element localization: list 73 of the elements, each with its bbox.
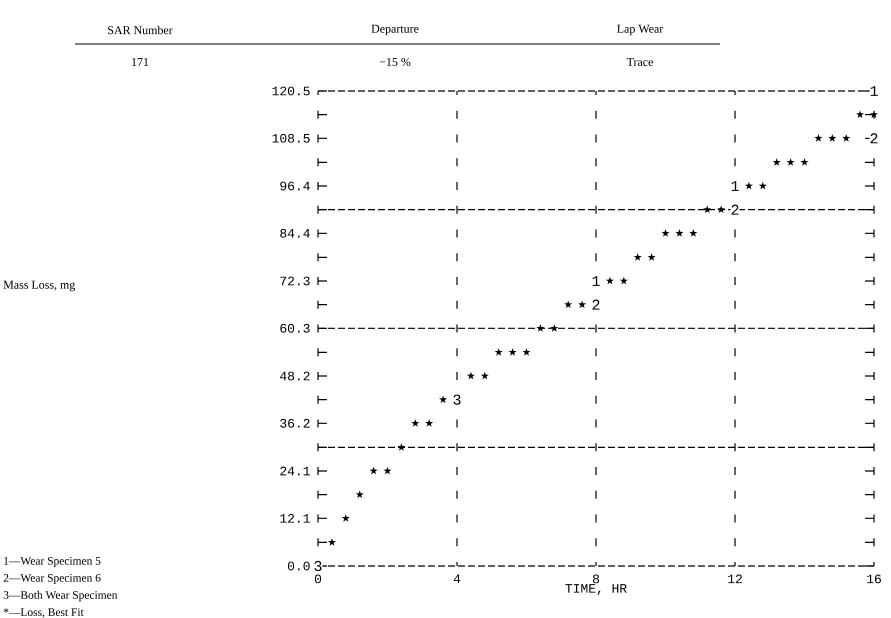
point	[620, 276, 628, 285]
x-tick-label: 12	[728, 574, 742, 584]
y-tick-label: 0.0	[288, 562, 310, 571]
point	[578, 300, 586, 308]
point	[772, 158, 781, 166]
text: Lap Wear	[617, 24, 664, 36]
point	[370, 466, 378, 475]
annotation: 1	[592, 276, 600, 286]
text: Trace	[626, 58, 653, 66]
text: −15 %	[380, 58, 410, 66]
x-tick-label: 16	[867, 574, 881, 584]
point	[689, 229, 698, 237]
point	[328, 538, 336, 546]
point	[564, 300, 572, 308]
point	[828, 134, 836, 142]
x-axis-title: TIME, HR	[565, 584, 627, 596]
annotation: 1	[870, 86, 878, 96]
text: 3—Both Wear Specimen	[4, 590, 118, 602]
annotation: 2	[732, 204, 738, 215]
y-tick-label: 24.1	[280, 466, 310, 476]
point	[744, 182, 753, 190]
point	[842, 134, 850, 142]
point	[870, 110, 878, 118]
y-tick-label: 120.5	[272, 86, 310, 96]
y-tick-label: 60.3	[280, 324, 310, 333]
point	[550, 324, 558, 332]
point	[606, 276, 614, 285]
point	[634, 253, 642, 261]
point	[856, 110, 864, 118]
point	[356, 490, 364, 498]
point	[425, 419, 434, 427]
point	[397, 443, 406, 451]
text: SAR Number	[108, 26, 173, 34]
annotation: 3	[453, 394, 461, 405]
annotation: 2	[592, 300, 600, 310]
annotation: 3	[314, 561, 322, 572]
point	[480, 372, 489, 380]
point	[800, 158, 809, 166]
point	[648, 253, 656, 261]
annotation: 2	[870, 133, 878, 144]
point	[411, 419, 420, 427]
point	[439, 396, 448, 404]
point	[758, 182, 767, 190]
y-tick-label: 84.4	[280, 229, 310, 238]
text: 1—Wear Specimen 5	[4, 557, 100, 568]
point	[508, 348, 517, 356]
y-tick-label: 48.2	[280, 372, 310, 381]
point	[494, 348, 503, 356]
point	[717, 206, 726, 214]
text: 171	[132, 58, 148, 66]
text: *—Loss, Best Fit	[4, 608, 84, 618]
point	[814, 134, 822, 142]
point	[536, 324, 544, 332]
y-tick-label: 96.4	[280, 182, 310, 191]
x-tick-label: 8	[592, 574, 600, 584]
point	[786, 158, 795, 166]
point	[466, 372, 475, 380]
x-tick-label: 4	[454, 574, 460, 584]
text: 2—Wear Specimen 6	[4, 574, 101, 584]
point	[522, 348, 531, 356]
text: Mass Loss, mg	[4, 280, 76, 292]
y-tick-label: 72.3	[280, 276, 310, 286]
annotation: 1	[732, 181, 739, 192]
point	[384, 466, 392, 475]
x-tick-label: 0	[314, 574, 322, 584]
y-tick-label: 108.5	[272, 134, 310, 143]
y-tick-label: 12.1	[280, 514, 310, 523]
y-tick-label: 36.2	[280, 419, 310, 428]
point	[675, 229, 684, 237]
point	[703, 206, 712, 214]
point	[342, 514, 350, 522]
point	[662, 229, 670, 237]
text: Departure	[371, 24, 418, 36]
